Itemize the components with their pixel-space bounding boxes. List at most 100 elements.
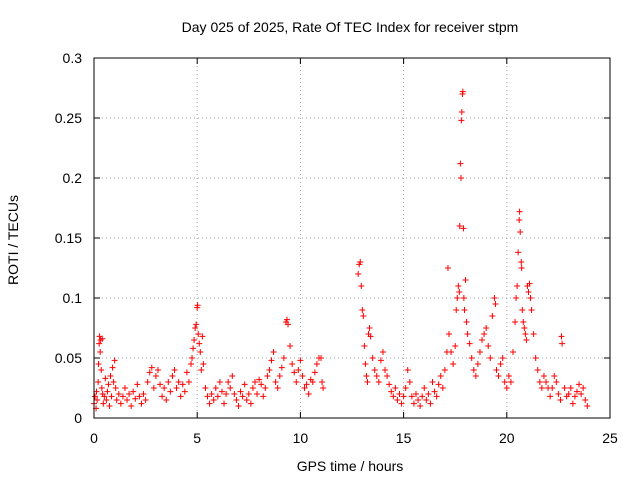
data-point [528,307,535,313]
data-point [441,367,448,373]
x-tick-label: 25 [602,430,618,446]
data-point [243,397,250,403]
x-axis-label: GPS time / hours [297,458,404,474]
data-point [231,391,238,397]
data-point [100,400,107,407]
y-tick-label: 0.2 [63,170,83,186]
data-point [161,385,168,391]
data-point [457,175,464,181]
data-point [134,381,141,388]
data-point [181,388,188,395]
data-point [204,393,211,400]
data-point [369,355,376,361]
data-point [299,373,306,379]
data-point [99,335,106,342]
data-point [159,393,166,400]
data-point [132,395,139,402]
data-point [148,364,155,371]
data-point [526,280,533,287]
data-point [421,385,428,391]
data-point [229,373,236,379]
data-point [396,391,403,397]
x-tick-label: 5 [193,430,201,446]
data-point [423,397,430,403]
data-point [493,367,500,373]
data-point [185,379,192,385]
data-point [291,369,298,376]
data-point [404,367,411,373]
data-point [221,400,228,407]
y-tick-label: 0.15 [55,230,82,246]
data-point [108,393,115,400]
data-point [96,340,103,347]
data-point [481,331,488,337]
data-point [514,283,521,289]
data-point [516,217,523,223]
x-tick-label: 20 [499,430,515,446]
data-point [362,361,369,367]
data-point [521,325,528,331]
data-point [237,388,244,395]
data-point [466,340,473,347]
data-point [425,391,432,397]
data-point [474,361,481,367]
data-point [364,379,371,385]
data-point [373,373,380,379]
data-point [557,397,564,403]
data-point [285,321,292,328]
data-point [355,271,362,277]
data-point [136,393,143,400]
data-point [223,391,230,397]
data-point [92,393,99,400]
data-point [270,349,277,355]
data-point [567,385,574,391]
grid [94,58,610,418]
data-point [398,400,405,407]
data-point [305,391,312,397]
data-point [260,393,267,400]
data-point [295,367,302,373]
data-point [320,385,327,391]
data-point [258,381,265,388]
data-point [98,385,105,391]
data-point [198,367,205,373]
data-point [97,349,104,355]
data-point [462,277,469,283]
data-point [115,391,122,397]
data-point [140,391,147,397]
data-point [559,340,566,347]
data-point [457,160,464,167]
data-point [210,397,217,403]
data-point [104,388,111,395]
data-point [512,319,519,325]
data-point [264,373,271,379]
data-point [245,391,252,397]
data-point [128,403,135,409]
data-point [94,397,101,403]
data-point [272,379,279,385]
data-point [183,369,190,376]
data-point [251,379,258,385]
data-point [455,283,462,289]
data-point [303,381,310,388]
data-point [461,307,468,313]
data-point [379,349,386,355]
ticks: 0 5 10 15 20 25 0 0.05 0.1 0.15 0.2 0.25 0.3 [55,50,618,446]
data-point [169,373,176,379]
data-point [262,385,269,391]
data-point [417,403,424,409]
data-point [518,265,525,271]
data-point [580,385,587,391]
data-point [138,400,145,407]
data-point [95,379,102,385]
x-tick-label: 15 [396,430,412,446]
data-point [479,337,486,343]
data-point [196,340,203,347]
data-point [497,361,504,367]
data-point [103,397,110,403]
data-point [318,355,325,361]
data-point [386,381,393,388]
data-point [485,343,492,349]
data-point [197,349,204,355]
